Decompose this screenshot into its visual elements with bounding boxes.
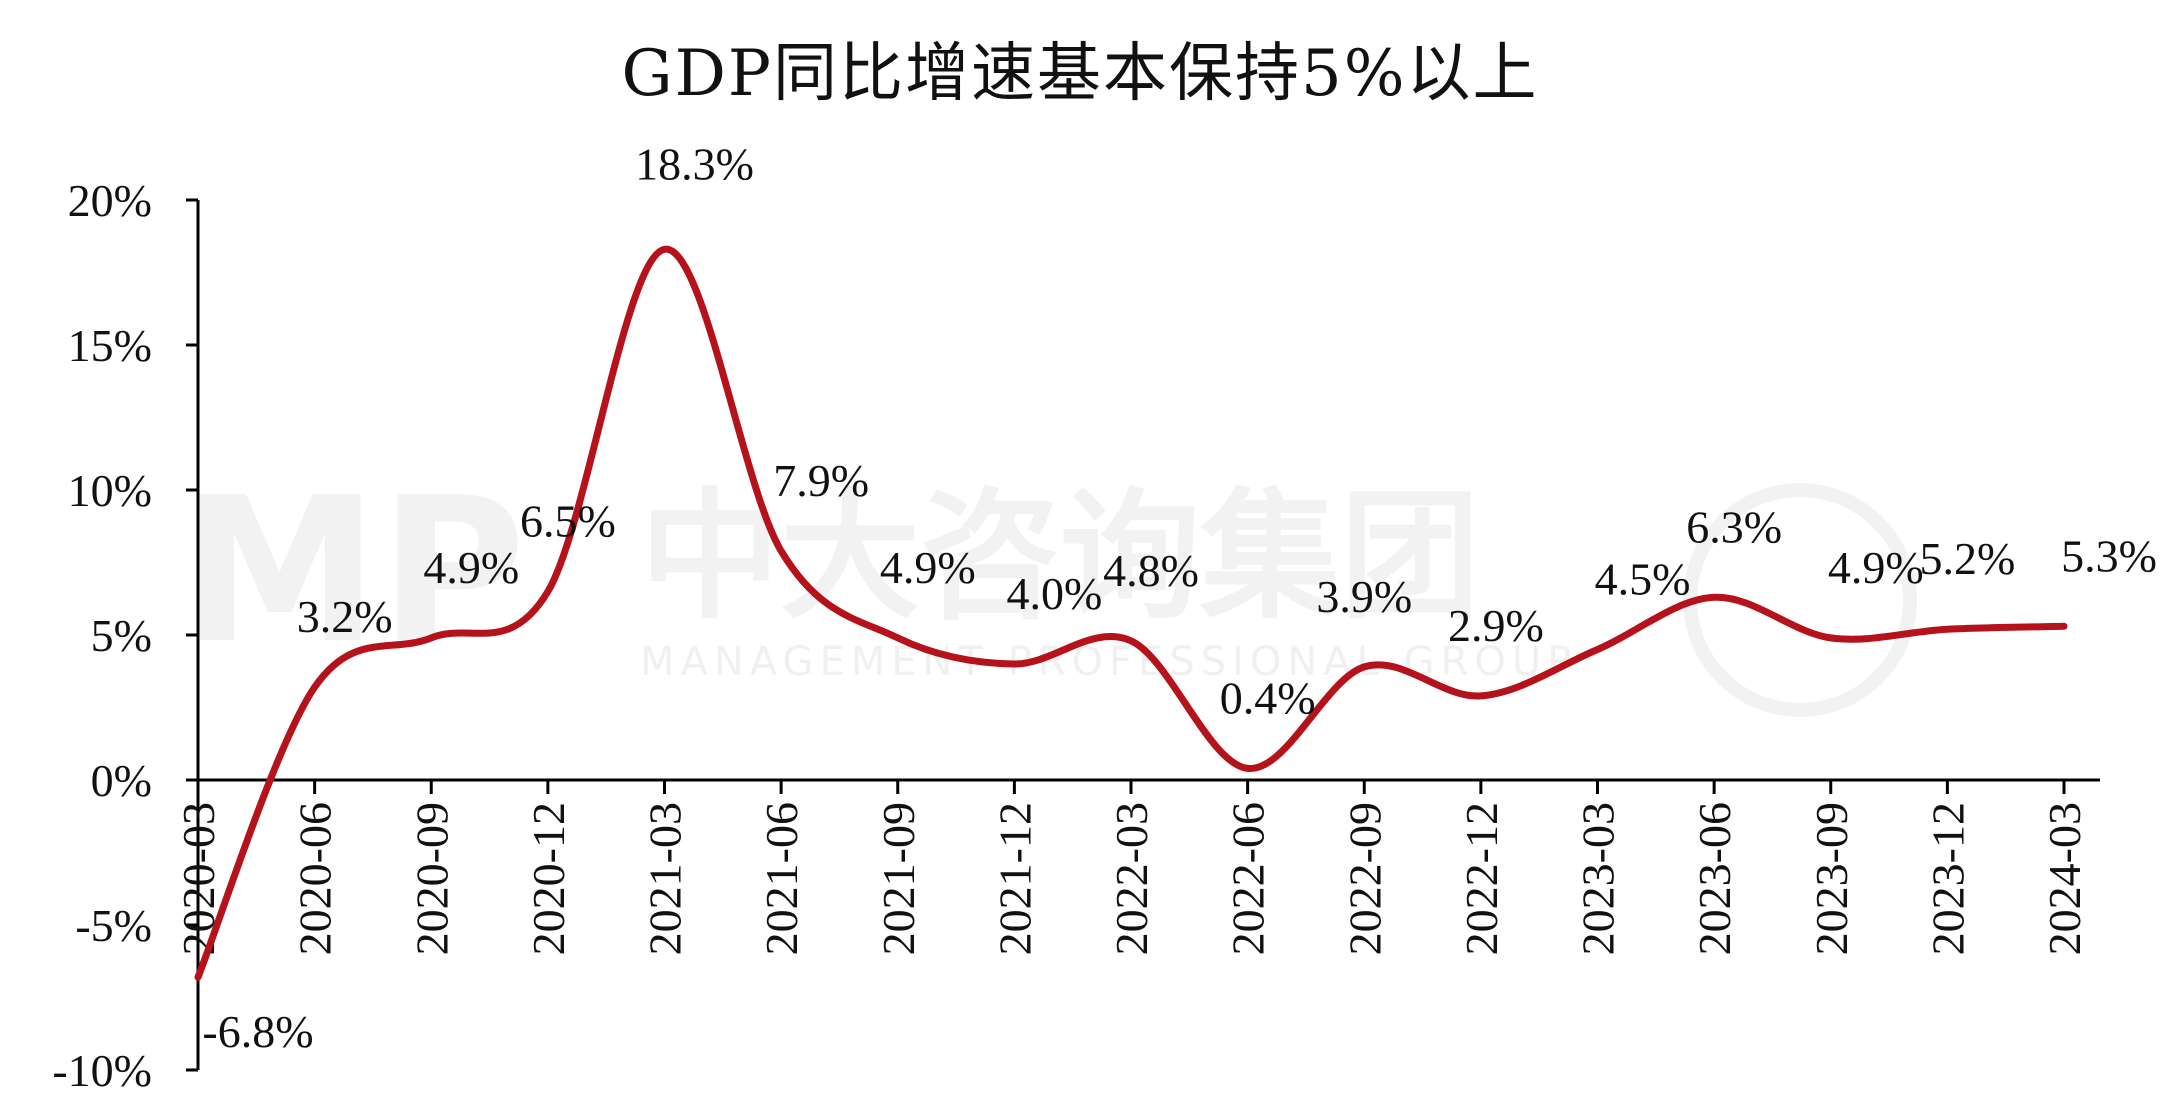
- x-tick-label: 2022-03: [1106, 802, 1157, 955]
- x-tick-label: 2023-03: [1573, 802, 1624, 955]
- data-point: [896, 636, 899, 639]
- data-label: 0.4%: [1220, 672, 1316, 723]
- y-tick-label: 15%: [68, 320, 152, 371]
- y-tick-label: -10%: [52, 1045, 152, 1096]
- data-point: [313, 686, 316, 689]
- data-label: 4.9%: [1828, 542, 1924, 593]
- x-tick-label: 2020-06: [290, 802, 341, 955]
- x-tick-label: 2021-09: [873, 802, 924, 955]
- data-label: 7.9%: [773, 455, 869, 506]
- y-tick-label: 20%: [68, 175, 152, 226]
- x-tick-label: 2023-06: [1689, 802, 1740, 955]
- data-point: [1246, 767, 1249, 770]
- data-label: 6.5%: [520, 496, 616, 547]
- data-point: [546, 590, 549, 593]
- data-label: 4.9%: [423, 542, 519, 593]
- data-label: -6.8%: [202, 1006, 313, 1057]
- data-point: [1829, 636, 1832, 639]
- x-tick-label: 2020-12: [523, 802, 574, 955]
- watermark-chinese: 中大咨询集团: [640, 476, 1480, 639]
- x-tick-label: 2022-12: [1456, 802, 1507, 955]
- data-label: 4.5%: [1595, 554, 1691, 605]
- series-line: [194, 245, 2068, 981]
- x-tick-label: 2022-09: [1339, 802, 1390, 955]
- x-tick-label: 2021-03: [640, 802, 691, 955]
- series-group: [194, 245, 2068, 981]
- data-point: [197, 976, 199, 979]
- data-point: [1596, 648, 1599, 651]
- x-tick-label: 2021-06: [756, 802, 807, 955]
- y-tick-label: 0%: [91, 755, 152, 806]
- data-point: [1713, 596, 1716, 599]
- data-label: 4.8%: [1103, 545, 1199, 596]
- data-label: 6.3%: [1686, 501, 1782, 552]
- data-point: [1479, 694, 1482, 697]
- data-point: [430, 636, 433, 639]
- x-axis-ticks: 2020-03 2020-06 2020-09 2020-12 2021-03 2021-…: [173, 780, 2090, 955]
- data-point: [663, 248, 666, 251]
- data-point: [1946, 628, 1949, 631]
- watermark-logo: MP: [180, 455, 526, 688]
- data-label: 18.3%: [635, 138, 754, 189]
- x-tick-label: 2020-09: [406, 802, 457, 955]
- data-label: 4.9%: [880, 542, 976, 593]
- data-point: [1130, 639, 1132, 642]
- y-tick-label: 5%: [91, 610, 152, 661]
- data-label: 4.0%: [1006, 568, 1102, 619]
- x-tick-label: 2021-12: [989, 802, 1040, 955]
- x-tick-label: 2024-03: [2039, 802, 2090, 955]
- data-label: 3.9%: [1316, 571, 1412, 622]
- data-label: 2.9%: [1448, 600, 1544, 651]
- chart-title: GDP同比增速基本保持5%以上: [621, 37, 1539, 111]
- y-tick-label: 10%: [68, 465, 152, 516]
- y-tick-label: -5%: [75, 900, 152, 951]
- data-label: 3.2%: [297, 591, 393, 642]
- x-tick-label: 2023-12: [1922, 802, 1973, 955]
- data-point: [780, 549, 783, 552]
- data-point: [1013, 663, 1016, 665]
- data-point: [2063, 625, 2065, 628]
- watermark-english: MANAGEMENT PROFESSIONAL GROUP: [640, 639, 1577, 685]
- data-label: 5.2%: [1919, 533, 2015, 584]
- x-tick-label: 2023-09: [1806, 802, 1857, 955]
- data-point: [1363, 665, 1366, 668]
- data-labels: -6.8%3.2%4.9%6.5%18.3%7.9%4.9%4.0% 4.8%0.…: [202, 138, 2156, 1057]
- y-axis-ticks: 20% 15% 10% 5% 0% -5% -10%: [52, 175, 198, 1096]
- data-label: 5.3%: [2061, 530, 2157, 581]
- x-tick-label: 2022-06: [1223, 802, 1274, 955]
